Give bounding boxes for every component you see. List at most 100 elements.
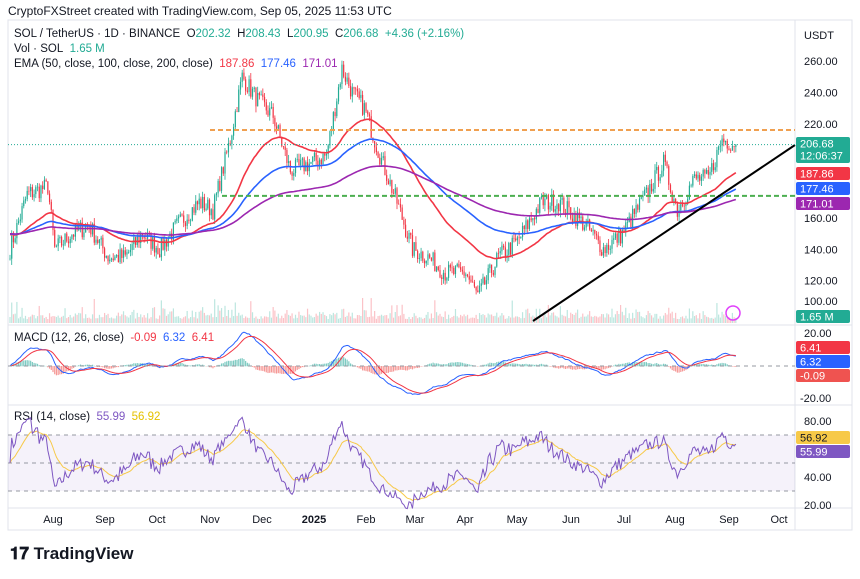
volume-bar: [659, 316, 661, 323]
macd-hist-bar: [726, 364, 728, 367]
volume-bar: [212, 317, 214, 323]
volume-bar: [663, 315, 665, 323]
candle-body: [546, 195, 548, 199]
macd-hist-bar: [570, 366, 572, 370]
macd-hist-bar: [263, 366, 266, 372]
volume-bar: [45, 316, 47, 323]
tv-logo-icon: 𝟏𝟕: [10, 544, 29, 563]
ema-legend[interactable]: EMA (50, close, 100, close, 200, close) …: [14, 58, 338, 70]
candle-body: [647, 187, 649, 198]
macd-hist-bar: [723, 363, 725, 367]
candle-body: [525, 220, 527, 230]
price-tick: 100.00: [804, 296, 838, 308]
candle-body: [74, 223, 76, 237]
candle-body: [489, 264, 491, 269]
macd-hist-bar: [105, 366, 107, 369]
macd-hist-bar: [601, 366, 603, 370]
candle-body: [67, 241, 70, 244]
macd-hist-bar: [196, 364, 199, 367]
volume-bar: [150, 317, 152, 323]
volume-bar: [348, 312, 350, 323]
macd-hist-bar: [466, 363, 469, 367]
candle-body: [243, 72, 245, 80]
volume-bar: [558, 317, 560, 323]
volume-bar: [657, 318, 660, 323]
candle-body: [172, 222, 174, 240]
macd-hist-bar: [503, 361, 505, 367]
macd-legend[interactable]: MACD (12, 26, close) -0.09 6.32 6.41: [14, 332, 214, 344]
macd-hist-bar: [177, 362, 180, 367]
volume-legend[interactable]: Vol · SOL 1.65 M: [14, 43, 105, 55]
volume-bar: [95, 318, 97, 323]
macd-hist-bar: [251, 366, 254, 367]
volume-bar: [542, 313, 544, 323]
macd-hist-bar: [460, 362, 462, 367]
volume-bar: [699, 313, 701, 323]
time-tick: Sep: [95, 514, 115, 526]
volume-bar: [642, 317, 644, 323]
macd-hist-bar: [491, 362, 493, 367]
macd-hist-bar: [102, 366, 104, 368]
symbol-name[interactable]: SOL / TetherUS · 1D · BINANCE: [14, 28, 181, 40]
volume-bar: [251, 312, 254, 323]
macd-hist-bar: [31, 361, 33, 367]
macd-hist-bar: [568, 366, 570, 369]
macd-hist-bar: [23, 360, 25, 367]
currency-label[interactable]: USDT: [804, 30, 834, 42]
volume-bar: [224, 305, 226, 323]
ema100-tag: 177.46: [800, 184, 834, 196]
macd-hist-bar: [389, 366, 391, 373]
volume-bar: [401, 304, 403, 323]
volume-bar: [227, 309, 230, 323]
rsi-tag-bg: [796, 445, 850, 458]
candle-body: [537, 208, 539, 213]
tradingview-logo[interactable]: 𝟏𝟕 TradingView: [10, 544, 133, 564]
rsi-legend[interactable]: RSI (14, close) 55.99 56.92: [14, 411, 160, 423]
volume-bar: [492, 316, 494, 323]
volume-bar: [528, 313, 531, 323]
volume-bar: [322, 312, 324, 323]
candle-body: [583, 227, 586, 230]
macd-hist-bar: [134, 363, 137, 367]
candle-body: [104, 248, 106, 258]
volume-bar: [453, 315, 455, 323]
macd-value: 6.32: [162, 332, 186, 344]
macd-hist-bar: [262, 366, 264, 372]
volume-bar: [564, 316, 567, 323]
macd-hist-bar: [671, 366, 673, 371]
volume-bar: [47, 318, 49, 323]
volume-bar: [12, 314, 15, 323]
candle-body: [497, 253, 500, 254]
open-value: 202.32: [195, 28, 231, 40]
volume-bar: [398, 316, 400, 323]
volume-bar: [372, 316, 374, 323]
macd-hist-bar: [544, 364, 546, 367]
macd-hist-tag: -0.09: [800, 371, 825, 383]
volume-tag: 1.65 M: [800, 312, 834, 324]
candle-body: [415, 242, 417, 251]
candle-body: [276, 126, 278, 129]
volume-bar: [484, 315, 486, 323]
macd-hist-bar: [35, 363, 37, 367]
macd-hist-bar: [711, 364, 713, 367]
volume-bar: [300, 315, 302, 323]
events-icon[interactable]: [725, 305, 741, 321]
candle-body: [128, 252, 130, 253]
candle-body: [723, 138, 725, 143]
macd-hist-bar: [365, 366, 367, 372]
macd-hist-bar: [706, 364, 708, 367]
volume-bar: [547, 304, 549, 323]
macd-hist-bar: [112, 366, 114, 369]
candle-body: [630, 216, 632, 228]
volume-bar: [21, 307, 23, 323]
macd-hist-bar: [360, 366, 362, 369]
candle-body: [389, 180, 391, 185]
volume-bar: [126, 316, 128, 323]
candle-body: [93, 223, 95, 243]
macd-hist-bar: [176, 363, 178, 367]
volume-bar: [637, 311, 639, 323]
candle-body: [43, 179, 45, 190]
volume-bar: [387, 318, 389, 323]
macd-hist-bar: [625, 363, 627, 367]
